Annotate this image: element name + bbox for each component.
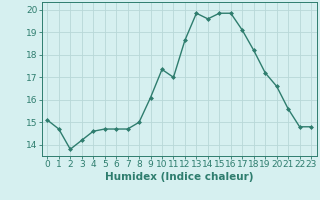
X-axis label: Humidex (Indice chaleur): Humidex (Indice chaleur)	[105, 172, 253, 182]
